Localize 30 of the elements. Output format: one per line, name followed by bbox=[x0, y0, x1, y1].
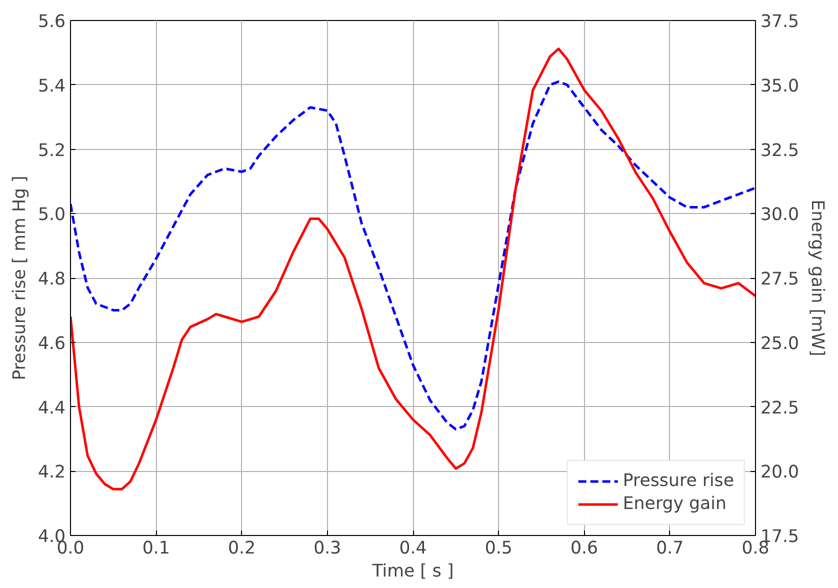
x-tick-label: 0.5 bbox=[484, 538, 512, 558]
x-tick-label: 0.6 bbox=[570, 538, 598, 558]
x-tick-label: 0.1 bbox=[142, 538, 170, 558]
line-series bbox=[70, 80, 756, 431]
y2-axis-title: Energy gain [mW] bbox=[807, 200, 828, 356]
y2-tick-label: 27.5 bbox=[760, 270, 800, 290]
x-axis-title: Time [ s ] bbox=[371, 562, 454, 582]
y2-tick-label: 37.5 bbox=[760, 12, 800, 32]
x-tick-label: 0.4 bbox=[399, 538, 427, 558]
y2-tick-label: 32.5 bbox=[760, 140, 800, 161]
y2-tick-label: 25.0 bbox=[760, 334, 800, 354]
y-axis-title: Pressure rise [ mm Hg ] bbox=[10, 176, 30, 380]
y-tick-label: 4.6 bbox=[38, 334, 66, 354]
y2-tick-label: 22.5 bbox=[760, 398, 800, 418]
legend-label: Energy gain bbox=[622, 494, 726, 514]
x-tick-label: 0.3 bbox=[314, 538, 342, 558]
y2-tick-label: 35.0 bbox=[760, 76, 800, 96]
y-tick-label: 5.0 bbox=[38, 205, 66, 226]
legend-label: Pressure rise bbox=[622, 471, 734, 491]
y2-tick-label: 30.0 bbox=[760, 205, 800, 226]
y-tick-label: 4.2 bbox=[38, 462, 66, 483]
x-tick-label: 0.7 bbox=[656, 538, 684, 558]
y-tick-label: 5.6 bbox=[38, 12, 66, 32]
y2-tick-label: 20.0 bbox=[760, 462, 800, 483]
y-tick-label: 5.4 bbox=[38, 76, 66, 96]
x-tick-label: 0.2 bbox=[228, 538, 256, 558]
line-series bbox=[70, 48, 756, 490]
y-tick-label: 4.8 bbox=[38, 270, 66, 290]
y-tick-label: 4.4 bbox=[38, 398, 66, 418]
y-tick-label: 5.2 bbox=[38, 140, 66, 161]
